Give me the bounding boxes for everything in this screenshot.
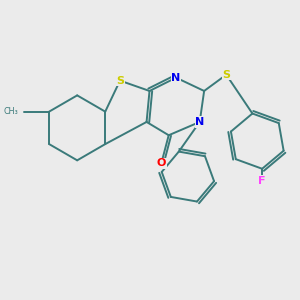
Text: S: S — [222, 70, 230, 80]
Text: S: S — [116, 76, 124, 85]
Text: N: N — [195, 117, 204, 127]
Text: F: F — [258, 176, 266, 186]
Text: CH₃: CH₃ — [4, 107, 19, 116]
Text: O: O — [157, 158, 166, 168]
Text: N: N — [172, 73, 181, 83]
